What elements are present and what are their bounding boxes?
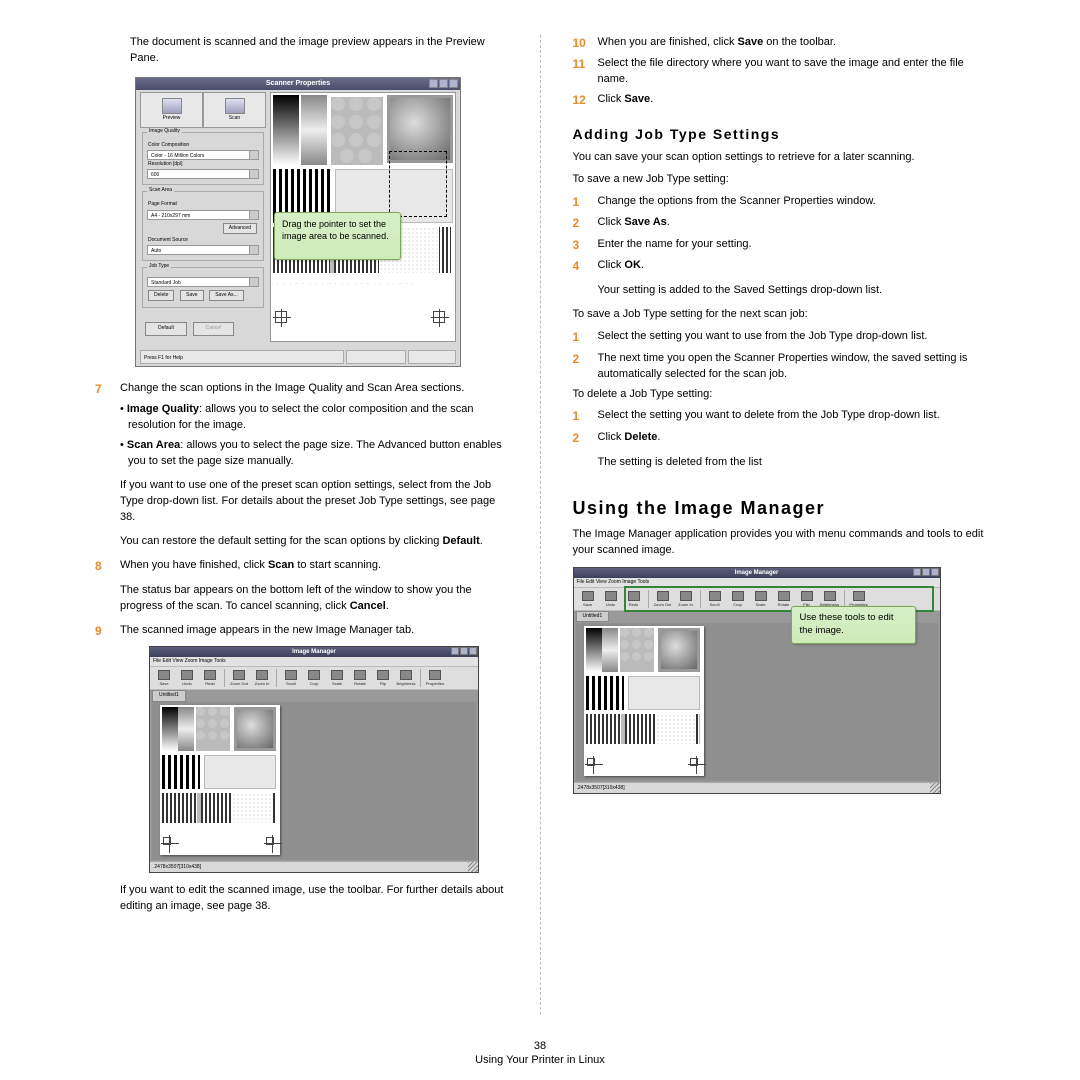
scanner-title: Scanner Properties <box>136 78 460 90</box>
b-step-1: Select the setting you want to use from … <box>598 329 986 346</box>
step-9-num: 9 <box>95 623 120 640</box>
para-preset: If you want to use one of the preset sca… <box>120 478 508 526</box>
callout-use-tools: Use these tools to edit the image. <box>791 606 916 644</box>
heading-image-manager: Using the Image Manager <box>573 495 986 521</box>
c-step-1: Select the setting you want to delete fr… <box>598 408 986 425</box>
im-toolbar: Save Undo Redo Zoom Out Zoom In Scroll C… <box>150 666 478 690</box>
para-to-delete: To delete a Job Type setting: <box>573 387 986 403</box>
para-default: You can restore the default setting for … <box>120 534 508 550</box>
c-step-2-sub: The setting is deleted from the list <box>598 455 986 471</box>
b-step-2: The next time you open the Scanner Prope… <box>598 351 986 383</box>
para-edit-image: If you want to edit the scanned image, u… <box>120 883 508 915</box>
para-to-save-next: To save a Job Type setting for the next … <box>573 307 986 323</box>
scanner-properties-figure: Scanner Properties Preview Scan Image Qu… <box>135 77 461 367</box>
a-step-1: Change the options from the Scanner Prop… <box>598 194 986 211</box>
step-8-num: 8 <box>95 558 120 575</box>
a-step-4: Click OK. <box>598 258 986 275</box>
step-12: Click Save. <box>598 92 986 109</box>
footer-text: Using Your Printer in Linux <box>475 1054 605 1066</box>
step-7: Change the scan options in the Image Qua… <box>120 381 508 398</box>
tab-scan: Scan <box>203 92 266 128</box>
bullet-scan-area: Scan Area: allows you to select the page… <box>128 438 508 470</box>
step-8: When you have finished, click Scan to st… <box>120 558 508 575</box>
a-step-2: Click Save As. <box>598 215 986 232</box>
step-7-num: 7 <box>95 381 120 398</box>
step-11-num: 11 <box>573 56 598 88</box>
a-step-4-sub: Your setting is added to the Saved Setti… <box>598 283 986 299</box>
image-manager-figure-2: Image Manager File Edit View Zoom Image … <box>573 567 941 794</box>
step-9: The scanned image appears in the new Ima… <box>120 623 508 640</box>
tab-preview: Preview <box>140 92 203 128</box>
intro-text: The document is scanned and the image pr… <box>130 35 508 67</box>
bullet-image-quality: Image Quality: allows you to select the … <box>128 402 508 434</box>
step-12-num: 12 <box>573 92 598 109</box>
page-footer: 38 Using Your Printer in Linux <box>0 1040 1080 1066</box>
callout-drag-pointer: Drag the pointer to set the image area t… <box>274 212 401 260</box>
para-im-intro: The Image Manager application provides y… <box>573 527 986 559</box>
para-to-save-new: To save a new Job Type setting: <box>573 172 986 188</box>
image-manager-figure-1: Image Manager File Edit View Zoom Image … <box>149 646 479 873</box>
step-10: When you are finished, click Save on the… <box>598 35 986 52</box>
c-step-2: Click Delete. <box>598 430 986 447</box>
step-11: Select the file directory where you want… <box>598 56 986 88</box>
page-number: 38 <box>0 1040 1080 1052</box>
para-statusbar: The status bar appears on the bottom lef… <box>120 583 508 615</box>
heading-job-type: Adding Job Type Settings <box>573 124 986 144</box>
window-buttons <box>429 79 458 88</box>
para-save-settings: You can save your scan option settings t… <box>573 150 986 166</box>
step-10-num: 10 <box>573 35 598 52</box>
a-step-3: Enter the name for your setting. <box>598 237 986 254</box>
